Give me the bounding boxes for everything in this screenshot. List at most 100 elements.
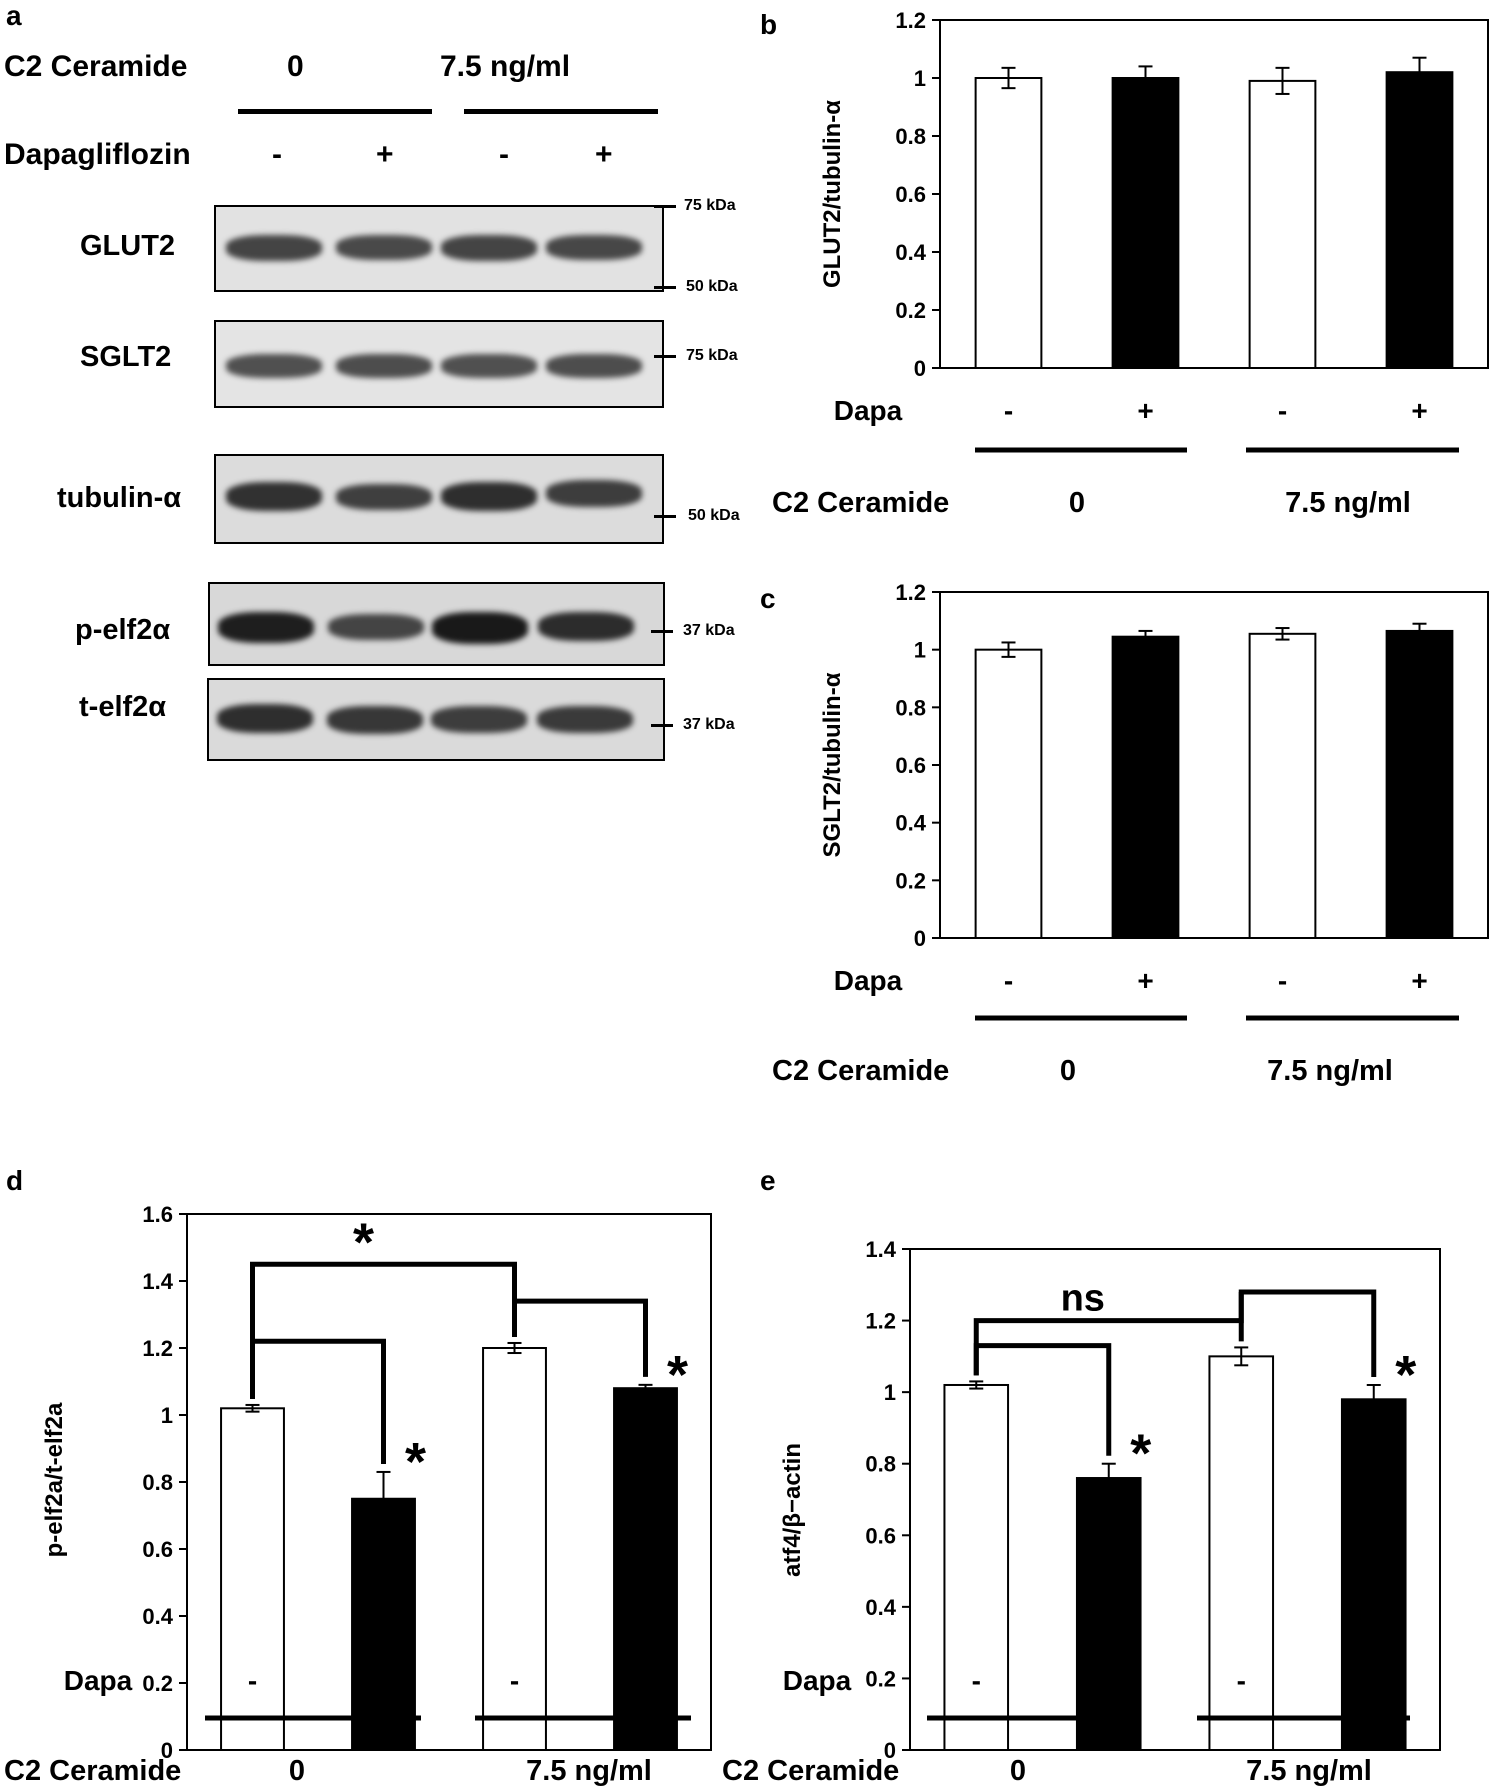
band — [226, 354, 322, 378]
panel-label-e: e — [760, 1165, 776, 1196]
significance-marker: * — [1130, 1424, 1151, 1484]
marker-tick — [654, 355, 676, 358]
bar — [1340, 1398, 1407, 1752]
blot-image-tubulin — [214, 454, 664, 544]
marker-label: 50 kDa — [686, 278, 738, 295]
group-label: 7.5 ng/ml — [1267, 1055, 1393, 1087]
panel-label-c: c — [760, 583, 776, 614]
lane-sign-4: + — [595, 138, 613, 171]
lane-sign-2: + — [376, 138, 394, 171]
bar — [613, 1387, 678, 1751]
significance-marker: * — [353, 1212, 374, 1272]
blot-row-label-sglt2: SGLT2 — [80, 341, 172, 373]
band — [336, 484, 432, 510]
band — [226, 235, 322, 261]
group-bracket — [250, 1261, 517, 1399]
blot-row-label-t-elf2a: t-elf2α — [79, 691, 167, 723]
y-tick-label: 0.2 — [895, 868, 926, 893]
y-axis-label: SGLT2/tubulin-α — [819, 672, 846, 857]
y-tick-label: 1 — [914, 638, 926, 663]
category-label: - — [1278, 395, 1287, 426]
band — [217, 704, 313, 733]
y-tick-label: 0.6 — [865, 1523, 896, 1548]
category-label: - — [1004, 395, 1013, 426]
y-tick-label: 0.8 — [895, 695, 926, 720]
bar — [1075, 1477, 1142, 1751]
category-label: + — [375, 1665, 391, 1696]
band — [546, 480, 642, 507]
c2-zero-label: 0 — [287, 50, 304, 83]
y-tick-label: 0 — [914, 356, 926, 381]
band — [546, 354, 642, 378]
marker-tick — [651, 630, 673, 633]
dapa-label: Dapa — [834, 395, 903, 426]
c2-ceramide-label: C2 Ceramide — [722, 1755, 899, 1786]
band — [432, 612, 528, 644]
marker-label: 75 kDa — [684, 197, 736, 214]
dapa-label: Dapa — [64, 1665, 133, 1696]
category-label: + — [1137, 395, 1153, 426]
bar — [1111, 635, 1180, 939]
c2-ceramide-label: C2 Ceramide — [772, 487, 949, 519]
bar — [1208, 1355, 1275, 1752]
lane-sign-1: - — [272, 138, 282, 171]
y-tick-label: 0.8 — [142, 1470, 173, 1495]
category-label: - — [1278, 965, 1287, 996]
category-label: + — [1411, 965, 1427, 996]
bar — [220, 1407, 285, 1752]
bar — [1385, 71, 1454, 369]
significance-marker: * — [405, 1432, 426, 1492]
y-tick-label: 0.2 — [142, 1671, 173, 1696]
group-label: 0 — [1010, 1755, 1026, 1786]
band — [226, 482, 322, 511]
y-tick-label: 0.8 — [865, 1452, 896, 1477]
y-tick-label: 1.2 — [895, 8, 926, 33]
significance-marker: ns — [1061, 1278, 1105, 1320]
group-label: 7.5 ng/ml — [1246, 1755, 1372, 1786]
dapagliflozin-label: Dapagliflozin — [4, 138, 191, 171]
category-label: + — [1366, 1665, 1382, 1696]
bar — [974, 77, 1043, 369]
y-tick-label: 0.2 — [865, 1666, 896, 1691]
y-axis-label: atf4/β−actin — [779, 1443, 806, 1577]
band — [218, 612, 314, 643]
c2-ceramide-label: C2 Ceramide — [4, 50, 188, 83]
marker-tick — [654, 286, 676, 289]
y-tick-label: 0.6 — [895, 182, 926, 207]
band — [336, 354, 432, 378]
band — [538, 612, 634, 641]
band — [431, 706, 527, 733]
panel-label-b: b — [760, 9, 777, 40]
category-label: + — [637, 1665, 653, 1696]
significance-marker: * — [667, 1345, 688, 1405]
group-label: 0 — [1060, 1055, 1076, 1087]
band — [336, 235, 432, 260]
blot-image-glut2 — [214, 205, 664, 292]
blot-image-p-elf2a — [208, 582, 665, 666]
category-label: - — [1237, 1665, 1246, 1696]
bar — [1248, 79, 1317, 370]
panel-label-d: d — [6, 1165, 23, 1196]
marker-label: 50 kDa — [688, 507, 740, 524]
c2-ceramide-label: C2 Ceramide — [772, 1055, 949, 1087]
category-label: - — [510, 1665, 519, 1696]
y-tick-label: 0.4 — [865, 1595, 896, 1620]
panel-label-a: a — [6, 0, 22, 31]
y-tick-label: 1.4 — [865, 1237, 896, 1262]
category-label: - — [972, 1665, 981, 1696]
group-label: 0 — [1069, 487, 1085, 519]
y-tick-label: 1 — [161, 1403, 173, 1428]
blot-image-sglt2 — [214, 320, 664, 408]
dapa-label: Dapa — [834, 965, 903, 996]
significance-bracket — [512, 1298, 648, 1377]
bar — [351, 1497, 416, 1751]
marker-tick — [651, 724, 673, 727]
band — [441, 354, 537, 378]
y-tick-label: 0.6 — [142, 1537, 173, 1562]
band — [546, 235, 642, 260]
blot-row-label-tubulin: tubulin-α — [57, 482, 182, 514]
band — [441, 482, 537, 511]
category-label: - — [248, 1665, 257, 1696]
category-label: + — [1101, 1665, 1117, 1696]
